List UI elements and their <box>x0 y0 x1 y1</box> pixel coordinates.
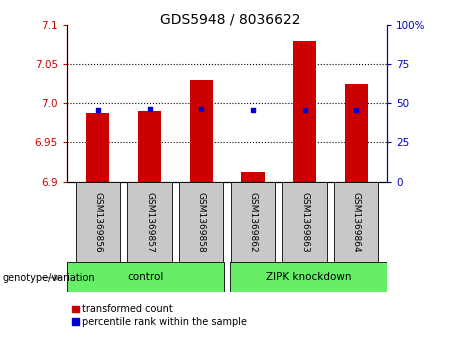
Bar <box>334 182 378 263</box>
Bar <box>282 182 327 263</box>
Bar <box>76 182 120 263</box>
Text: ZIPK knockdown: ZIPK knockdown <box>266 272 351 282</box>
Legend: transformed count, percentile rank within the sample: transformed count, percentile rank withi… <box>72 304 248 327</box>
Point <box>301 107 308 113</box>
Text: GSM1369858: GSM1369858 <box>197 192 206 253</box>
Bar <box>86 113 109 182</box>
Bar <box>230 262 387 292</box>
Point <box>353 107 360 113</box>
Text: GSM1369862: GSM1369862 <box>248 192 257 253</box>
Point <box>197 106 205 112</box>
Text: GDS5948 / 8036622: GDS5948 / 8036622 <box>160 13 301 27</box>
Point <box>146 106 153 112</box>
Bar <box>230 182 275 263</box>
Point <box>249 107 257 113</box>
Text: GSM1369857: GSM1369857 <box>145 192 154 253</box>
Bar <box>293 41 316 182</box>
Text: GSM1369864: GSM1369864 <box>352 192 361 253</box>
Bar <box>345 84 368 182</box>
Point <box>94 107 101 113</box>
Bar <box>138 111 161 182</box>
Text: GSM1369863: GSM1369863 <box>300 192 309 253</box>
Bar <box>189 80 213 182</box>
Text: GSM1369856: GSM1369856 <box>93 192 102 253</box>
Text: genotype/variation: genotype/variation <box>2 273 95 283</box>
Bar <box>241 172 265 182</box>
Bar <box>67 262 225 292</box>
Bar <box>179 182 224 263</box>
Bar <box>127 182 172 263</box>
Text: control: control <box>127 272 164 282</box>
